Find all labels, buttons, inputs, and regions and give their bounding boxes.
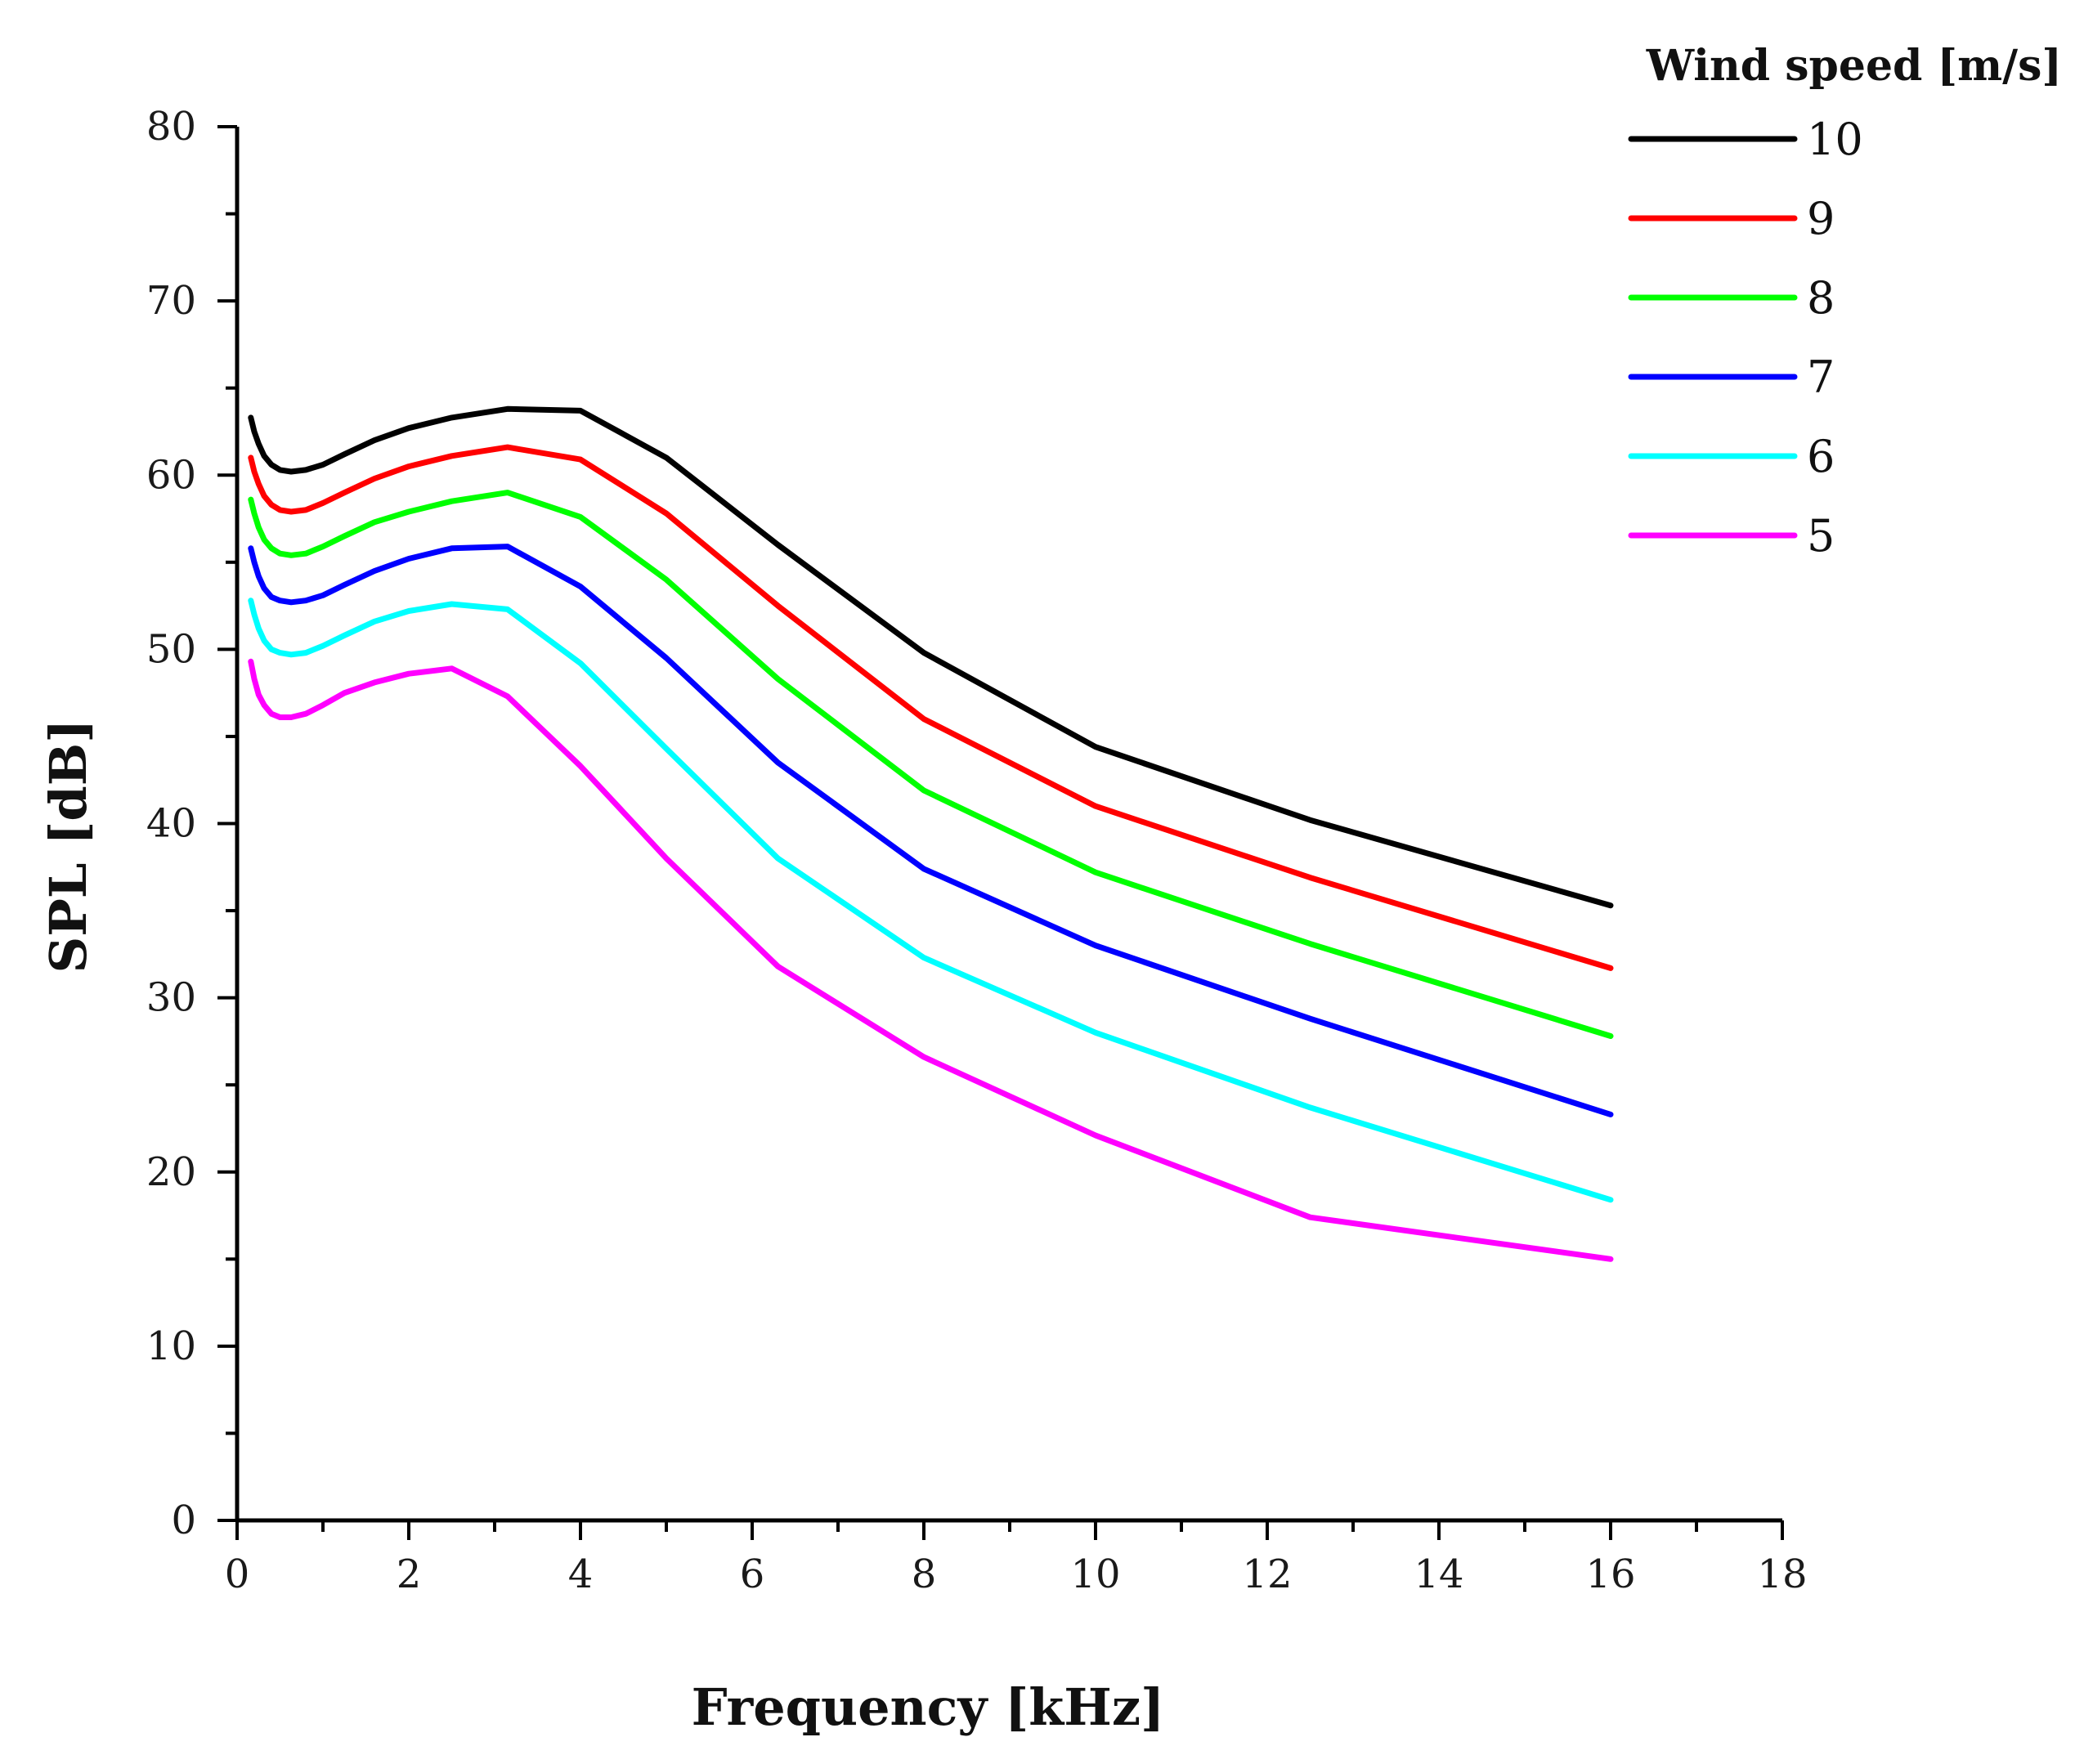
x-tick-label: 4	[568, 1551, 594, 1597]
y-tick-label: 0	[171, 1498, 196, 1543]
legend-label-10: 10	[1807, 114, 1863, 165]
series-line-7	[248, 544, 1614, 1117]
y-tick-label: 10	[146, 1323, 196, 1369]
series-line-10	[248, 405, 1614, 909]
x-tick-label: 2	[397, 1551, 422, 1597]
y-tick-label: 70	[146, 278, 196, 324]
series-lines	[248, 405, 1614, 1262]
x-tick-label: 8	[912, 1551, 937, 1597]
legend-label-6: 6	[1807, 431, 1835, 482]
legend-label-7: 7	[1807, 351, 1835, 403]
legend: Wind speed [m/s] 10 9 8 7 6 5	[1628, 41, 2062, 562]
x-tick-label: 16	[1585, 1551, 1635, 1597]
y-tick-label: 20	[146, 1149, 196, 1195]
x-tick-label: 14	[1414, 1551, 1463, 1597]
legend-items: 10 9 8 7 6 5	[1628, 114, 1863, 562]
x-tick-label: 18	[1757, 1551, 1807, 1597]
tick-marks	[217, 125, 1784, 1540]
legend-label-9: 9	[1807, 193, 1835, 244]
x-axis-title: Frequency [kHz]	[692, 1677, 1165, 1737]
legend-label-8: 8	[1807, 272, 1835, 324]
tick-labels: 0 2 4 6 8 10 12 14 16 18 0 10 20 30 40 50 60 70 80	[146, 104, 1808, 1597]
y-tick-label: 30	[146, 975, 196, 1021]
series-line-6	[248, 598, 1614, 1203]
legend-label-5: 5	[1807, 510, 1835, 562]
y-tick-label: 60	[146, 452, 196, 498]
legend-title: Wind speed [m/s]	[1646, 41, 2062, 91]
series-line-5	[248, 658, 1614, 1262]
x-tick-label: 12	[1242, 1551, 1292, 1597]
y-tick-label: 40	[146, 801, 196, 847]
series-line-9	[248, 444, 1614, 971]
y-tick-label: 50	[146, 626, 196, 672]
y-axis-title: SPL [dB]	[38, 719, 98, 974]
y-tick-label: 80	[146, 104, 196, 150]
x-tick-label: 10	[1070, 1551, 1120, 1597]
x-tick-label: 6	[740, 1551, 765, 1597]
series-line-8	[248, 490, 1614, 1039]
axes	[235, 127, 1782, 1523]
x-tick-label: 0	[225, 1551, 250, 1597]
